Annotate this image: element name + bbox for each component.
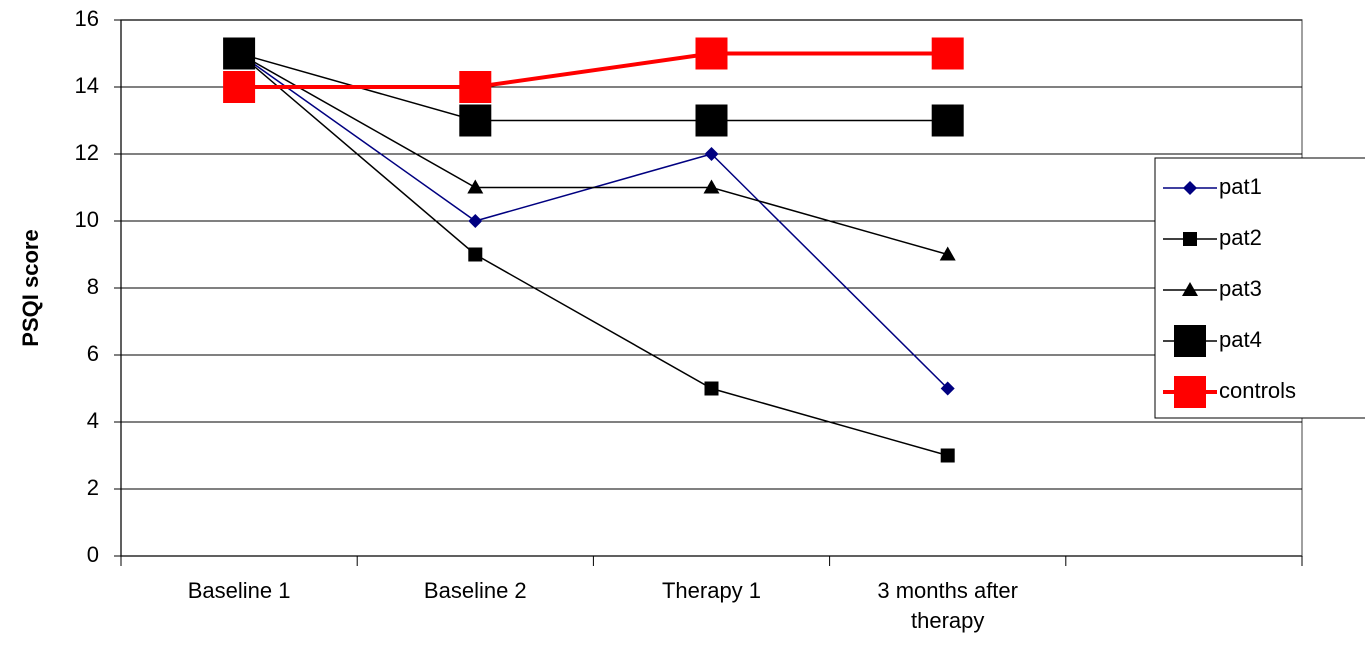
marker [939,246,956,261]
marker [1183,232,1197,246]
marker [695,37,728,70]
legend-label: controls [1219,378,1296,403]
marker [223,37,256,70]
legend-label: pat3 [1219,276,1262,301]
x-tick-label: Baseline 2 [423,578,527,603]
marker [703,179,720,194]
x-tick-label: Baseline 1 [187,578,291,603]
marker [940,448,955,463]
x-tick-label: Therapy 1 [661,578,762,603]
y-tick-label: 16 [75,6,99,31]
marker [704,381,719,396]
marker [1174,376,1206,408]
x-tick-label: 3 months after therapy [877,578,1018,633]
marker [1183,181,1197,195]
marker [931,37,964,70]
y-tick-label: 10 [75,207,99,232]
marker [1174,325,1206,357]
marker [940,381,955,396]
y-tick-label: 0 [87,542,99,567]
series-line [239,51,948,89]
marker [467,179,484,194]
marker [459,71,492,103]
marker [695,104,728,137]
marker [468,247,483,262]
y-tick-label: 14 [75,73,99,98]
y-tick-label: 12 [75,140,99,165]
series-line [238,52,948,256]
marker [223,71,256,103]
marker [704,147,719,161]
marker [459,104,492,137]
series-line [238,52,948,457]
y-axis-label: PSQI score [18,229,43,346]
legend-label: pat1 [1219,174,1262,199]
y-tick-label: 4 [87,408,99,433]
y-tick-label: 2 [87,475,99,500]
legend-label: pat4 [1219,327,1262,352]
marker [931,104,964,137]
marker [468,214,483,228]
y-tick-label: 8 [87,274,99,299]
marker [1182,282,1198,296]
y-tick-label: 6 [87,341,99,366]
legend-label: pat2 [1219,225,1262,250]
